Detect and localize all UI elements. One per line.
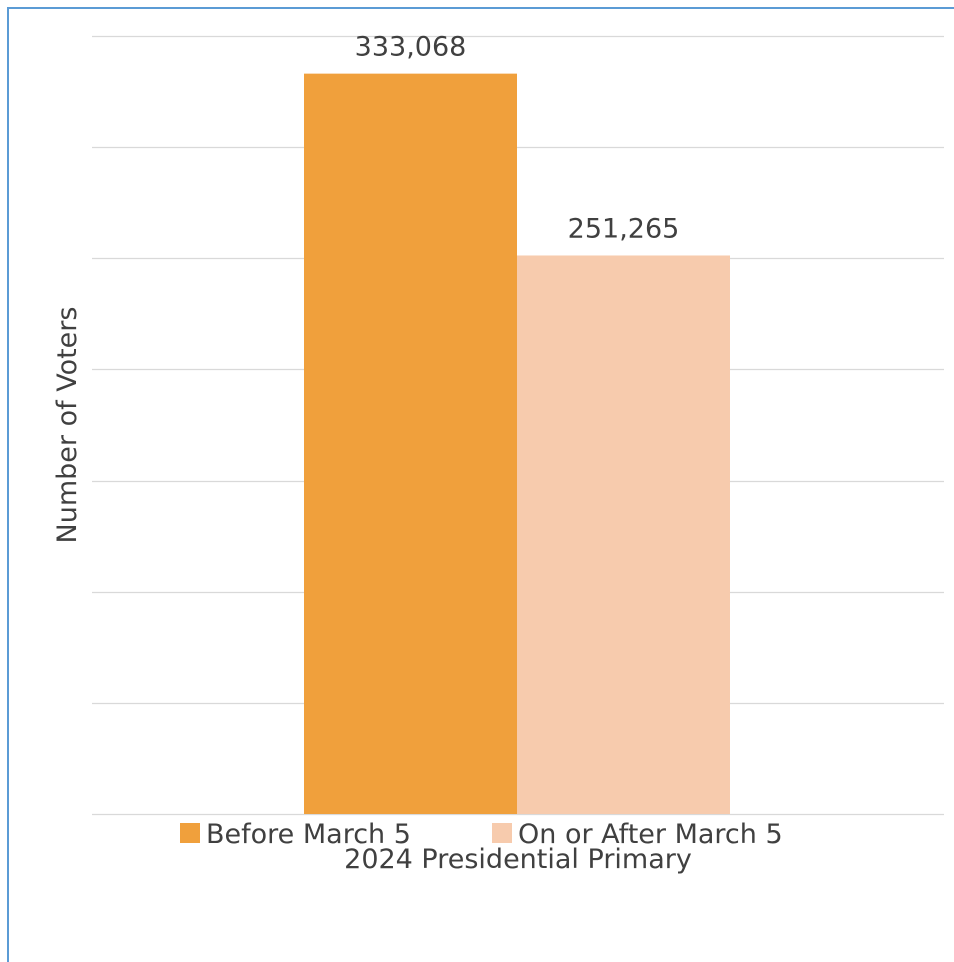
x-category-label: 2024 Presidential Primary <box>344 844 692 875</box>
legend: Before March 5 On or After March 5 <box>180 819 783 850</box>
bar-before-march-5 <box>304 73 517 814</box>
legend-label-on-or-after-march-5: On or After March 5 <box>518 819 783 850</box>
legend-swatch-on-or-after-march-5 <box>492 823 512 843</box>
legend-label-before-march-5: Before March 5 <box>206 819 411 850</box>
value-labels: 333,068 251,265 <box>355 32 680 245</box>
y-axis-label: Number of Voters <box>52 307 83 544</box>
data-label-on-or-after-march-5: 251,265 <box>568 213 680 244</box>
chart-frame <box>7 7 954 962</box>
bars <box>304 73 730 814</box>
bar-on-or-after-march-5 <box>517 255 730 814</box>
legend-swatch-before-march-5 <box>180 823 200 843</box>
data-label-before-march-5: 333,068 <box>355 32 467 63</box>
